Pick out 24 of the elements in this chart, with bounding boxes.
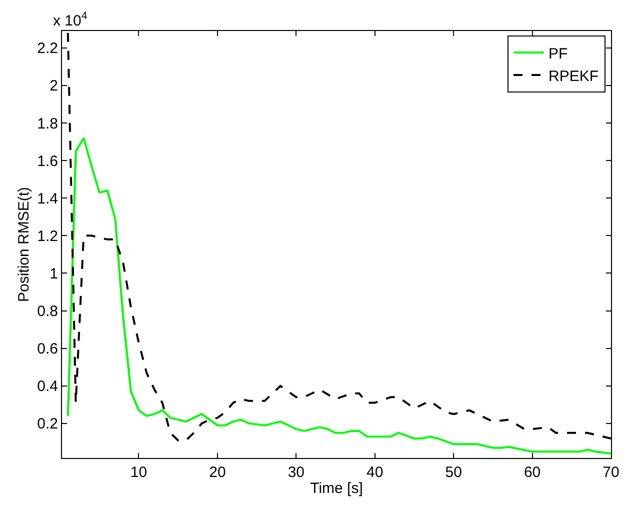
y-tick-label: 1.2 — [37, 228, 58, 245]
y-tick-label: 0.8 — [37, 303, 58, 320]
x-tick-label: 60 — [524, 464, 541, 481]
y-tick-label: 2.2 — [37, 40, 58, 58]
x-axis-title: Time [s] — [310, 480, 363, 497]
y-tick-label: 1.8 — [37, 115, 58, 132]
y-tick-label: 0.2 — [37, 416, 58, 433]
y-tick-label: 1 — [50, 265, 58, 282]
text: x 10$^{4}$ — [53, 10, 88, 30]
y-tick-label: 1.6 — [37, 152, 58, 170]
x-tick-label: 20 — [209, 464, 226, 481]
y-axis-title: Position RMSE(t) — [15, 186, 32, 302]
legend-label: PF — [548, 45, 568, 62]
line-series — [66, 137, 611, 454]
y-tick-label: 1.4 — [37, 190, 58, 208]
x-tick-label: 10 — [130, 464, 148, 481]
x-tick-label: 50 — [445, 464, 462, 481]
y-tick-label: 0.6 — [37, 340, 58, 358]
y-tick-label: 2 — [50, 78, 58, 95]
x-tick-label: 30 — [288, 464, 305, 481]
x-tick-label: 70 — [602, 464, 620, 481]
x-tick-label: 40 — [366, 464, 384, 481]
legend-label: RPEKF — [548, 68, 599, 85]
y-tick-label: 0.4 — [37, 378, 58, 396]
